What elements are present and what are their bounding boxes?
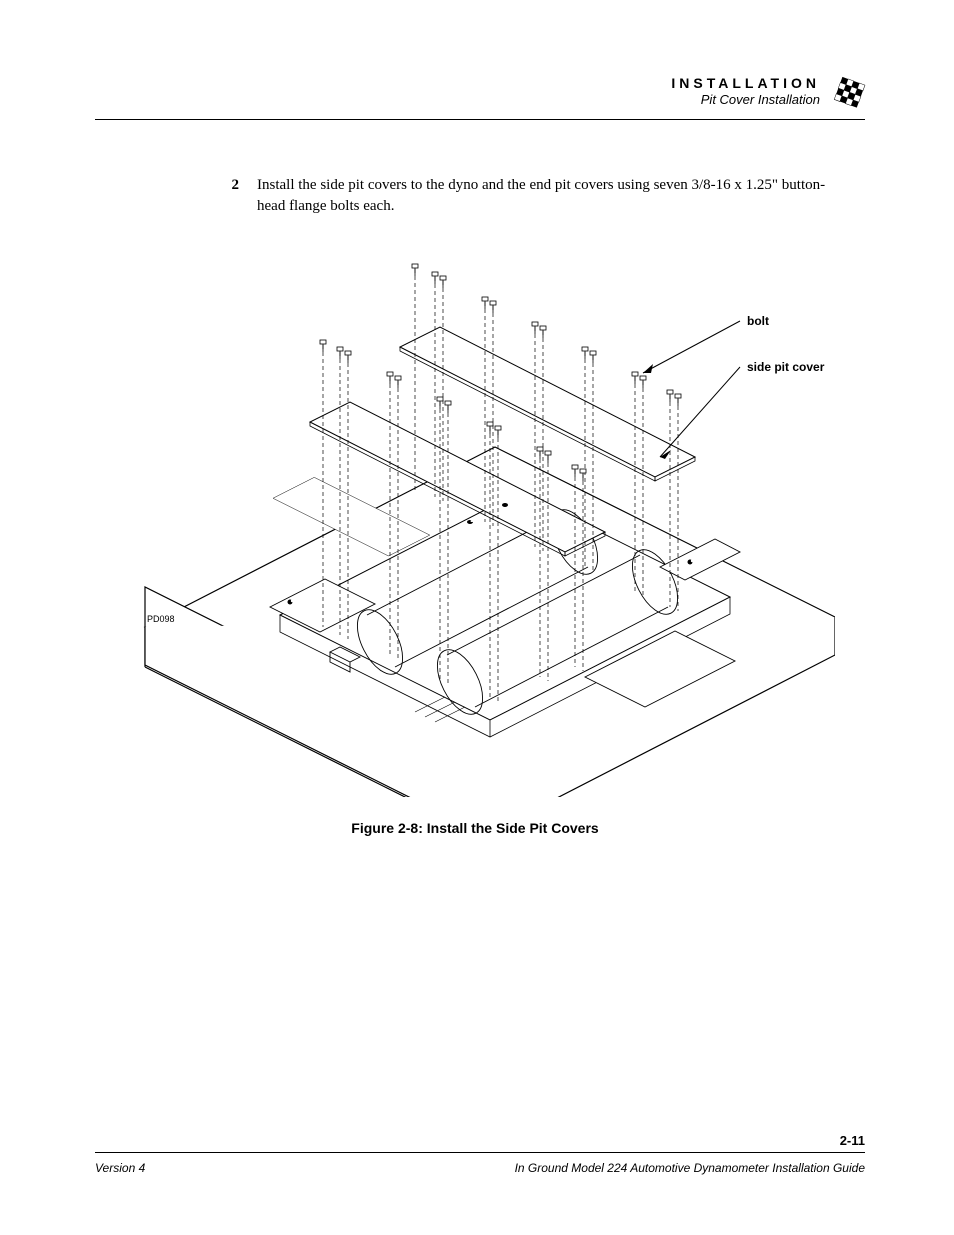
page-header: INSTALLATION Pit Cover Installation [95, 75, 865, 120]
figure-container: bolt side pit cover PD098 Figure 2-8: In… [115, 247, 835, 836]
figure-diagram: bolt side pit cover PD098 [115, 247, 835, 797]
section-title: INSTALLATION [671, 75, 820, 91]
callout-bolt: bolt [747, 314, 769, 328]
step-number: 2 [225, 175, 239, 217]
figure-code: PD098 [147, 614, 175, 624]
page-footer: 2-11 Version 4 In Ground Model 224 Autom… [95, 1152, 865, 1175]
header-text-block: INSTALLATION Pit Cover Installation [671, 75, 820, 107]
footer-version: Version 4 [95, 1161, 145, 1175]
callout-side-pit-cover: side pit cover [747, 360, 825, 374]
page-number: 2-11 [840, 1133, 865, 1148]
step-text: Install the side pit covers to the dyno … [257, 175, 835, 217]
checkered-flag-icon [828, 70, 870, 112]
subsection-title: Pit Cover Installation [671, 92, 820, 107]
page-body: 2 Install the side pit covers to the dyn… [95, 175, 865, 836]
instruction-step: 2 Install the side pit covers to the dyn… [225, 175, 835, 217]
footer-doc-title: In Ground Model 224 Automotive Dynamomet… [515, 1161, 865, 1175]
figure-caption: Figure 2-8: Install the Side Pit Covers [115, 820, 835, 836]
